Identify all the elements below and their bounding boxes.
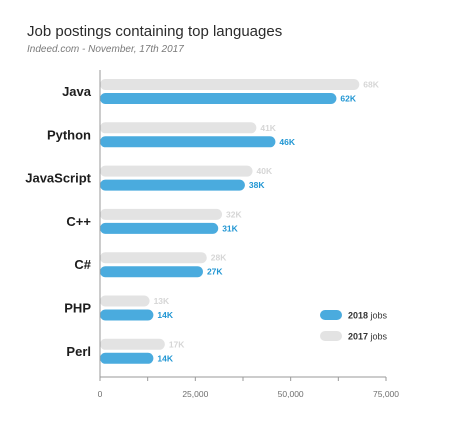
value-label-2018: 38K [249,180,265,190]
value-label-2018: 62K [340,94,356,104]
category-label: C++ [66,214,91,229]
x-tick-label: 25,000 [182,389,208,399]
x-tick-label: 50,000 [278,389,304,399]
value-label-2017: 68K [363,80,379,90]
category-label: C# [74,257,91,272]
legend-swatch [320,310,342,320]
chart-title: Job postings containing top languages [27,23,282,40]
bar-2017 [100,208,223,220]
legend-label: 2017 jobs [348,332,388,342]
bar-2018 [100,136,276,148]
value-label-2017: 41K [260,123,276,133]
value-label-2018: 14K [157,353,173,363]
x-axis: 0 25,000 50,000 75,000 [98,70,399,399]
category-label: Python [47,127,91,142]
x-tick-label: 0 [98,389,103,399]
legend-label-year: 2018 [348,311,368,321]
legend-label: 2018 jobs [348,311,388,321]
bar-2017 [100,79,360,90]
legend-swatch [320,331,342,341]
value-label-2018: 31K [222,223,238,233]
bar-2017 [100,338,165,350]
value-label-2017: 32K [226,209,242,219]
bar-2017 [100,295,150,307]
bar-2017 [100,252,207,264]
legend-label-year: 2017 [348,332,368,342]
bar-2017 [100,122,257,134]
category-label: Java [62,84,92,99]
value-label-2017: 40K [257,166,273,176]
bar-2018 [100,179,245,191]
bar-2018 [100,93,337,104]
bar-2018 [100,222,219,234]
legend-label-suffix: jobs [368,332,388,342]
chart-subtitle: Indeed.com - November, 17th 2017 [27,44,184,55]
value-label-2018: 27K [207,267,223,277]
category-label: PHP [64,301,91,316]
category-label: JavaScript [25,171,91,186]
x-tick-label: 75,000 [373,389,399,399]
value-label-2018: 14K [157,310,173,320]
category-label: Perl [66,344,91,359]
value-label-2017: 13K [154,296,170,306]
value-label-2017: 17K [169,339,185,349]
bar-2018 [100,266,203,278]
bar-2018 [100,309,154,321]
legend-label-suffix: jobs [368,311,388,321]
bar-2017 [100,165,253,177]
value-label-2018: 46K [279,137,295,147]
value-label-2017: 28K [211,253,227,263]
bar-2018 [100,352,154,364]
